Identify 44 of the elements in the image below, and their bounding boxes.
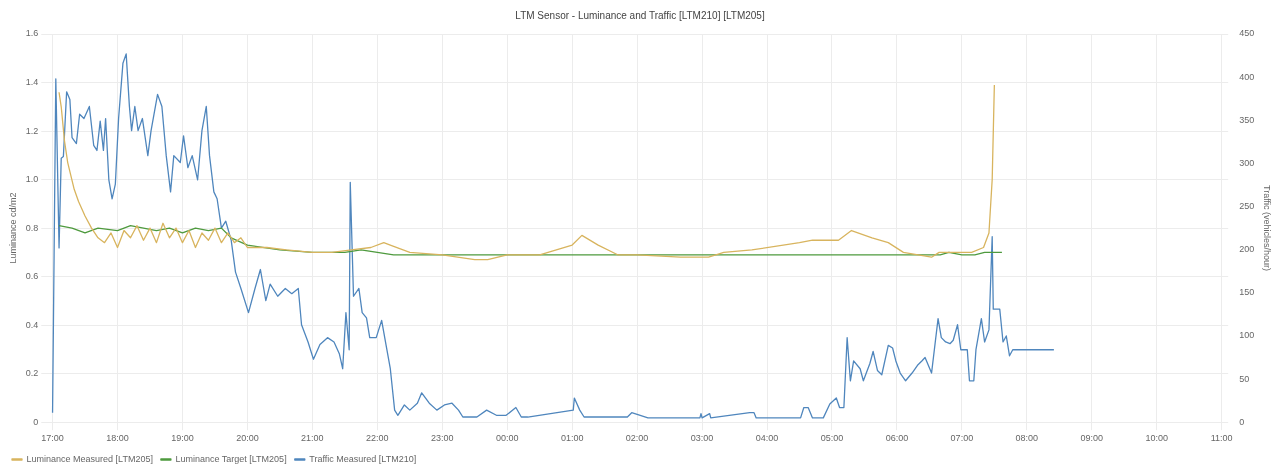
- y2-tick-label: 200: [1239, 244, 1255, 255]
- y-tick-label: 1.4: [25, 77, 39, 88]
- y2-tick-label: 450: [1239, 28, 1255, 39]
- y2-tick-label: 0: [1239, 416, 1245, 427]
- x-tick-label: 22:00: [366, 433, 389, 444]
- x-tick-label: 19:00: [171, 433, 194, 444]
- x-tick-label: 18:00: [106, 433, 129, 444]
- legend-label: Luminance Target [LTM205]: [175, 453, 287, 464]
- y-tick-label: 1.0: [25, 174, 39, 185]
- x-tick-label: 01:00: [560, 433, 584, 444]
- y-tick-label: 0: [33, 416, 39, 427]
- y-tick-label: 0.2: [25, 368, 39, 379]
- y2-tick-label: 150: [1239, 287, 1255, 298]
- y-axis-title: Luminance cd/m2: [7, 192, 18, 264]
- x-tick-label: 03:00: [690, 433, 714, 444]
- y-tick-label: 0.6: [25, 271, 39, 282]
- y2-axis-title: Traffic (vehicles/hour): [1262, 185, 1273, 272]
- y2-tick-label: 250: [1239, 201, 1255, 212]
- y-tick-label: 1.2: [25, 125, 39, 136]
- x-tick-label: 10:00: [1145, 433, 1168, 444]
- x-tick-label: 08:00: [1015, 433, 1039, 444]
- legend-label: Luminance Measured [LTM205]: [26, 453, 153, 464]
- x-tick-label: 09:00: [1080, 433, 1104, 444]
- x-tick-label: 21:00: [301, 433, 324, 444]
- x-tick-label: 23:00: [431, 433, 454, 444]
- legend-label: Traffic Measured [LTM210]: [309, 453, 417, 464]
- y2-tick-label: 100: [1239, 330, 1255, 341]
- x-tick-label: 11:00: [1210, 433, 1233, 444]
- y2-tick-label: 350: [1239, 114, 1255, 125]
- chart-title: LTM Sensor - Luminance and Traffic [LTM210] [LTM205]: [515, 9, 765, 21]
- x-tick-label: 07:00: [950, 433, 974, 444]
- y-tick-label: 0.8: [25, 222, 39, 233]
- x-tick-label: 04:00: [755, 433, 779, 444]
- x-tick-label: 05:00: [820, 433, 844, 444]
- x-tick-label: 20:00: [236, 433, 259, 444]
- x-tick-label: 00:00: [495, 433, 519, 444]
- x-tick-label: 02:00: [625, 433, 649, 444]
- y-tick-label: 1.6: [25, 28, 39, 39]
- x-tick-label: 06:00: [885, 433, 909, 444]
- x-tick-label: 17:00: [41, 433, 64, 444]
- y2-tick-label: 50: [1239, 373, 1250, 384]
- y2-tick-label: 300: [1239, 157, 1255, 168]
- y-tick-label: 0.4: [25, 319, 39, 330]
- y2-tick-label: 400: [1239, 71, 1255, 82]
